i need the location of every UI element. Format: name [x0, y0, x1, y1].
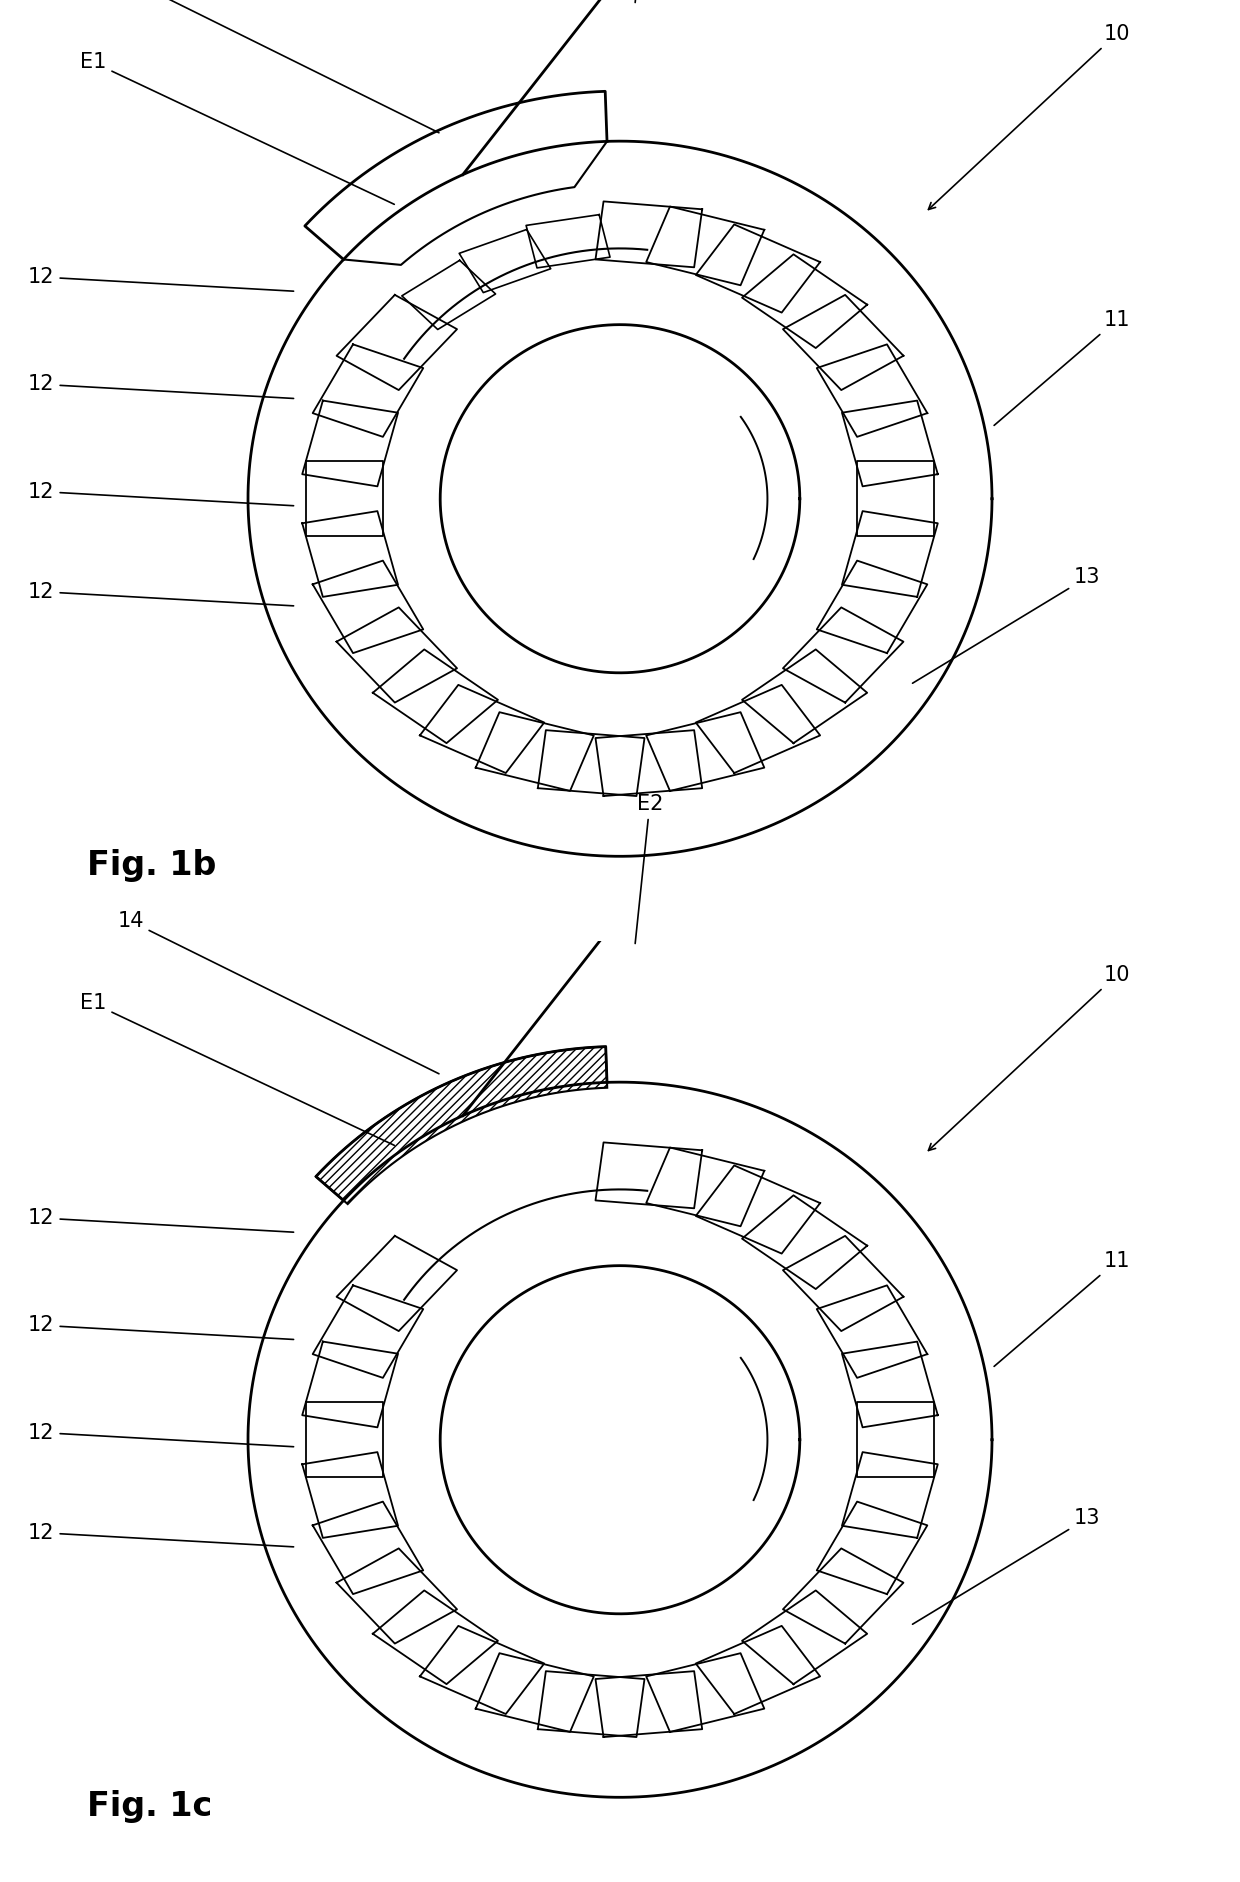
Text: 12: 12	[29, 482, 294, 506]
Text: 13: 13	[913, 1507, 1100, 1624]
Text: 12: 12	[29, 267, 294, 292]
Text: 11: 11	[994, 311, 1130, 425]
Text: 10: 10	[929, 965, 1130, 1150]
Text: 12: 12	[29, 1208, 294, 1233]
Text: 15: 15	[118, 0, 439, 134]
Text: 14: 14	[118, 911, 439, 1075]
Text: 10: 10	[929, 24, 1130, 209]
Text: 12: 12	[29, 582, 294, 606]
Text: 12: 12	[29, 1316, 294, 1340]
Text: E2: E2	[635, 794, 663, 943]
Text: E2: E2	[635, 0, 663, 2]
Text: E1: E1	[81, 53, 394, 205]
Text: Fig. 1b: Fig. 1b	[87, 849, 216, 883]
Text: 11: 11	[994, 1252, 1130, 1366]
Text: 13: 13	[913, 566, 1100, 683]
Text: 12: 12	[29, 1423, 294, 1447]
Text: E1: E1	[81, 994, 394, 1146]
Text: 12: 12	[29, 1523, 294, 1547]
Text: Fig. 1c: Fig. 1c	[87, 1790, 212, 1824]
Text: 12: 12	[29, 375, 294, 399]
Polygon shape	[316, 1046, 608, 1204]
